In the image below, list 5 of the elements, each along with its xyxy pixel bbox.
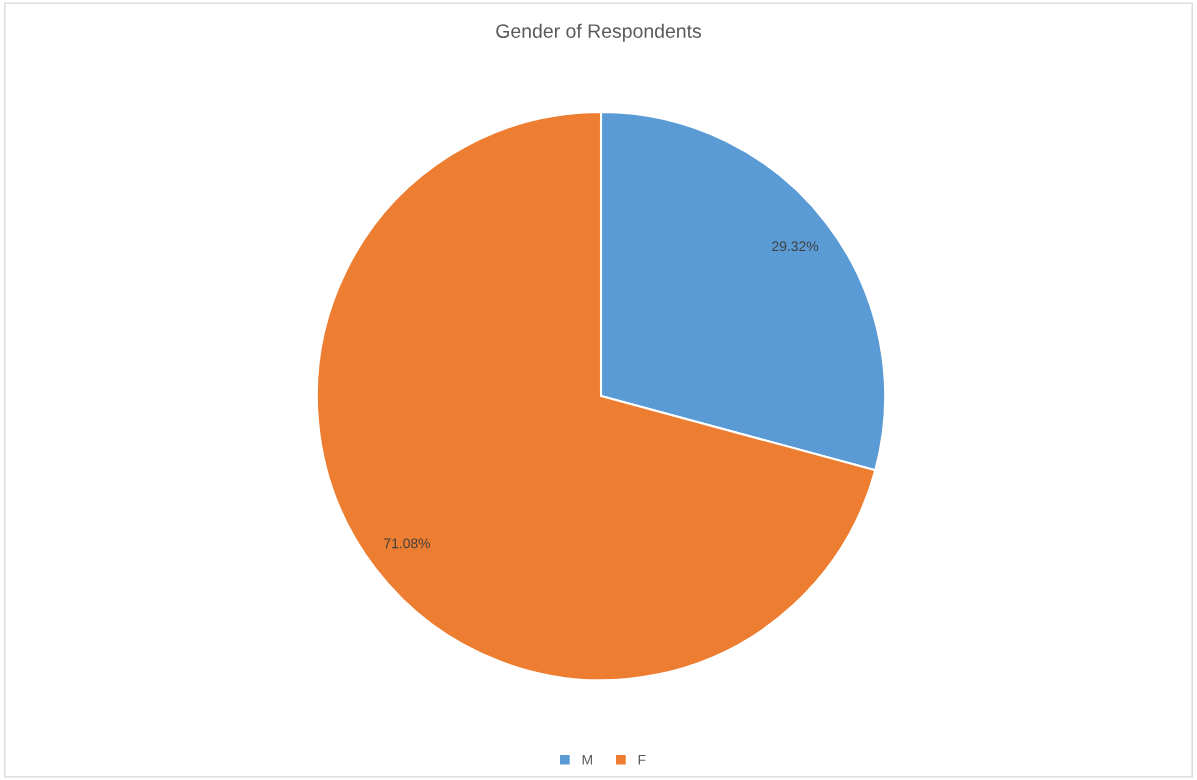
legend-label: F	[638, 755, 646, 765]
data-label: 71.08%	[384, 538, 431, 549]
chart-title: Gender of Respondents	[496, 23, 702, 42]
legend-label: M	[582, 755, 592, 765]
data-label: 29.32%	[772, 241, 819, 252]
